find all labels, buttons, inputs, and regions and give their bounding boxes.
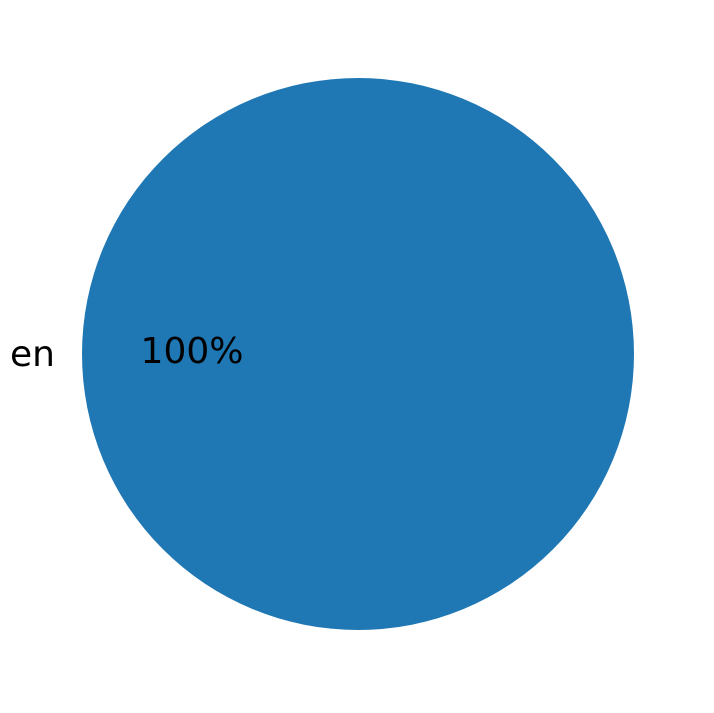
- pie-autopct-label: 100%: [140, 331, 244, 372]
- pie-slice-label: en: [10, 334, 55, 375]
- pie-slice-en: [82, 78, 634, 630]
